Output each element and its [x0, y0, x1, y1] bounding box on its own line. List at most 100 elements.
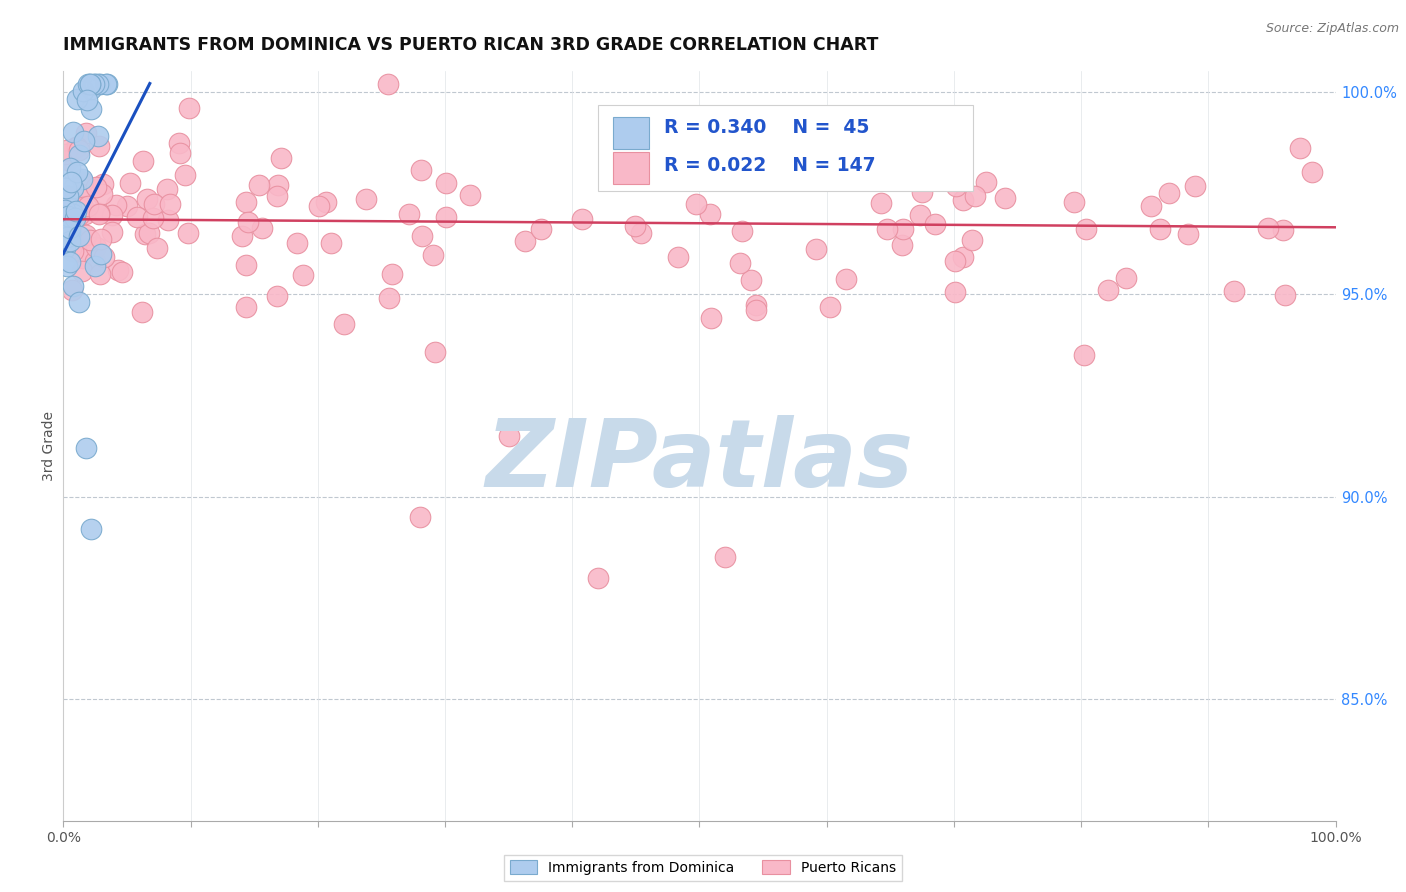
Point — [53, 147, 76, 161]
Point — [66, 165, 89, 179]
Point — [308, 199, 330, 213]
Point — [60, 283, 83, 297]
Point — [870, 195, 893, 210]
Point — [630, 227, 652, 241]
Point — [59, 175, 82, 189]
Point — [377, 77, 399, 91]
Point — [53, 241, 76, 255]
Point — [235, 258, 257, 272]
Point — [247, 178, 270, 193]
Point — [62, 279, 84, 293]
Point — [55, 230, 77, 244]
Point — [728, 255, 751, 269]
Point — [943, 253, 966, 268]
Point — [67, 143, 90, 157]
Point — [62, 207, 84, 221]
Point — [740, 273, 762, 287]
Point — [515, 234, 537, 248]
Point — [79, 77, 101, 91]
Point — [1272, 223, 1295, 237]
Point — [100, 225, 122, 239]
Point — [624, 169, 647, 183]
Point — [685, 196, 707, 211]
Point — [70, 231, 93, 245]
Point — [55, 181, 77, 195]
Point — [976, 175, 998, 189]
Point — [72, 134, 94, 148]
Point — [745, 298, 768, 312]
Point — [571, 212, 593, 227]
Point — [87, 206, 110, 220]
Point — [1223, 284, 1246, 298]
Point — [911, 186, 934, 200]
Point — [125, 211, 148, 225]
Point — [89, 139, 111, 153]
Point — [104, 198, 127, 212]
Point — [408, 509, 430, 524]
Point — [952, 250, 974, 264]
Point — [53, 190, 76, 204]
Point — [84, 259, 107, 273]
Point — [700, 311, 723, 326]
Point — [62, 125, 84, 139]
Point — [893, 222, 915, 236]
Point — [333, 317, 356, 331]
Point — [169, 146, 191, 161]
Point — [235, 301, 257, 315]
Point — [59, 241, 82, 255]
Point — [138, 226, 160, 240]
Point — [1097, 283, 1119, 297]
Point — [458, 187, 481, 202]
Point — [939, 163, 962, 178]
Point — [267, 178, 290, 193]
FancyBboxPatch shape — [598, 105, 973, 191]
Point — [86, 77, 108, 91]
Point — [75, 227, 97, 242]
Point — [73, 207, 96, 221]
Point — [159, 197, 181, 211]
Point — [59, 234, 82, 248]
Point — [65, 140, 87, 154]
Point — [117, 198, 139, 212]
Point — [134, 227, 156, 242]
Point — [72, 84, 94, 98]
Point — [1076, 221, 1098, 235]
Point — [285, 235, 308, 250]
Point — [66, 92, 89, 106]
Point — [75, 242, 97, 256]
Point — [65, 211, 87, 226]
Point — [142, 211, 165, 225]
Point — [1184, 179, 1206, 194]
Point — [62, 181, 84, 195]
Point — [994, 191, 1017, 205]
Point — [409, 163, 432, 178]
Point — [75, 127, 97, 141]
Point — [266, 289, 288, 303]
Point — [70, 264, 93, 278]
Point — [53, 203, 76, 218]
Point — [1149, 221, 1171, 235]
Legend: Immigrants from Dominica, Puerto Ricans: Immigrants from Dominica, Puerto Ricans — [503, 855, 903, 880]
Point — [69, 202, 91, 216]
Point — [422, 248, 444, 262]
Point — [96, 77, 118, 91]
Point — [1063, 194, 1085, 209]
Point — [79, 233, 101, 247]
Point — [315, 194, 337, 209]
Point — [93, 250, 115, 264]
Point — [90, 187, 112, 202]
Point — [890, 238, 912, 252]
Point — [624, 219, 647, 233]
Point — [72, 175, 94, 189]
Point — [101, 208, 124, 222]
Point — [59, 161, 82, 176]
Point — [381, 267, 404, 281]
Point — [425, 345, 447, 359]
Point — [748, 140, 770, 154]
Text: ZIPatlas: ZIPatlas — [485, 415, 914, 507]
Point — [75, 441, 97, 455]
Bar — [613, 153, 648, 184]
Point — [1257, 221, 1279, 235]
Point — [56, 143, 79, 157]
Point — [132, 154, 155, 169]
